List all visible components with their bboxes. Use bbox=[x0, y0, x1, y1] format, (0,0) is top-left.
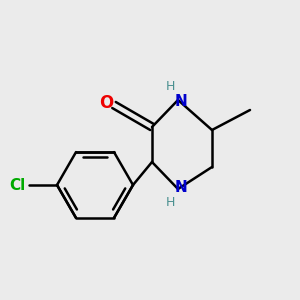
Text: H: H bbox=[165, 80, 175, 92]
Text: H: H bbox=[165, 196, 175, 209]
Text: N: N bbox=[175, 179, 188, 194]
Text: Cl: Cl bbox=[9, 178, 25, 193]
Text: O: O bbox=[99, 94, 113, 112]
Text: N: N bbox=[175, 94, 188, 110]
